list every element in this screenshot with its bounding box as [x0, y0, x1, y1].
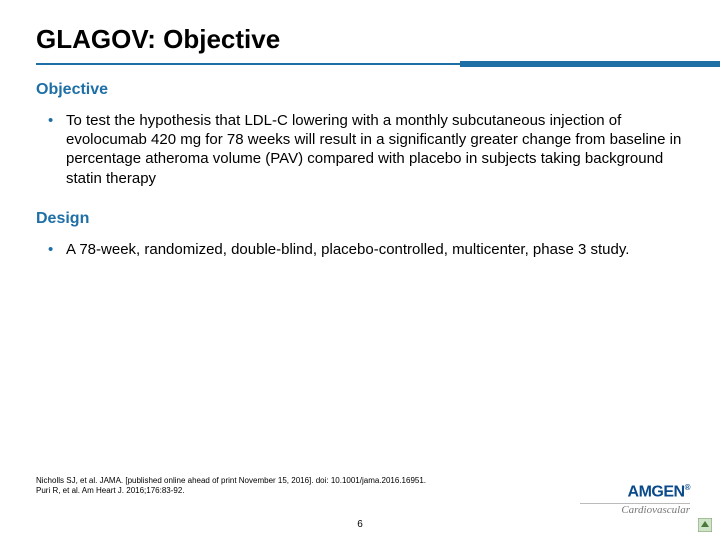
- footer-references: Nicholls SJ, et al. JAMA. [published onl…: [36, 476, 426, 496]
- registered-icon: ®: [685, 483, 690, 492]
- logo-brand-text: AMGEN: [628, 483, 685, 500]
- bullet-list-design: A 78-week, randomized, double-blind, pla…: [48, 240, 684, 259]
- logo-brand: AMGEN®: [580, 483, 690, 501]
- reference-line-2: Puri R, et al. Am Heart J. 2016;176:83-9…: [36, 486, 426, 496]
- logo-subtext: Cardiovascular: [580, 504, 690, 516]
- bullet-list-objective: To test the hypothesis that LDL-C loweri…: [48, 111, 684, 188]
- bullet-design: A 78-week, randomized, double-blind, pla…: [48, 240, 684, 259]
- next-slide-button[interactable]: [698, 518, 712, 532]
- bullet-objective: To test the hypothesis that LDL-C loweri…: [48, 111, 684, 188]
- title-rule-thick: [460, 61, 720, 67]
- page-number: 6: [0, 519, 720, 530]
- logo-block: AMGEN® Cardiovascular: [580, 483, 690, 516]
- section-heading-objective: Objective: [36, 81, 684, 99]
- reference-line-1: Nicholls SJ, et al. JAMA. [published onl…: [36, 476, 426, 486]
- title-rule: [36, 61, 684, 67]
- slide-title: GLAGOV: Objective: [36, 24, 684, 55]
- section-heading-design: Design: [36, 210, 684, 228]
- arrow-up-icon: [698, 518, 712, 532]
- slide: GLAGOV: Objective Objective To test the …: [0, 0, 720, 540]
